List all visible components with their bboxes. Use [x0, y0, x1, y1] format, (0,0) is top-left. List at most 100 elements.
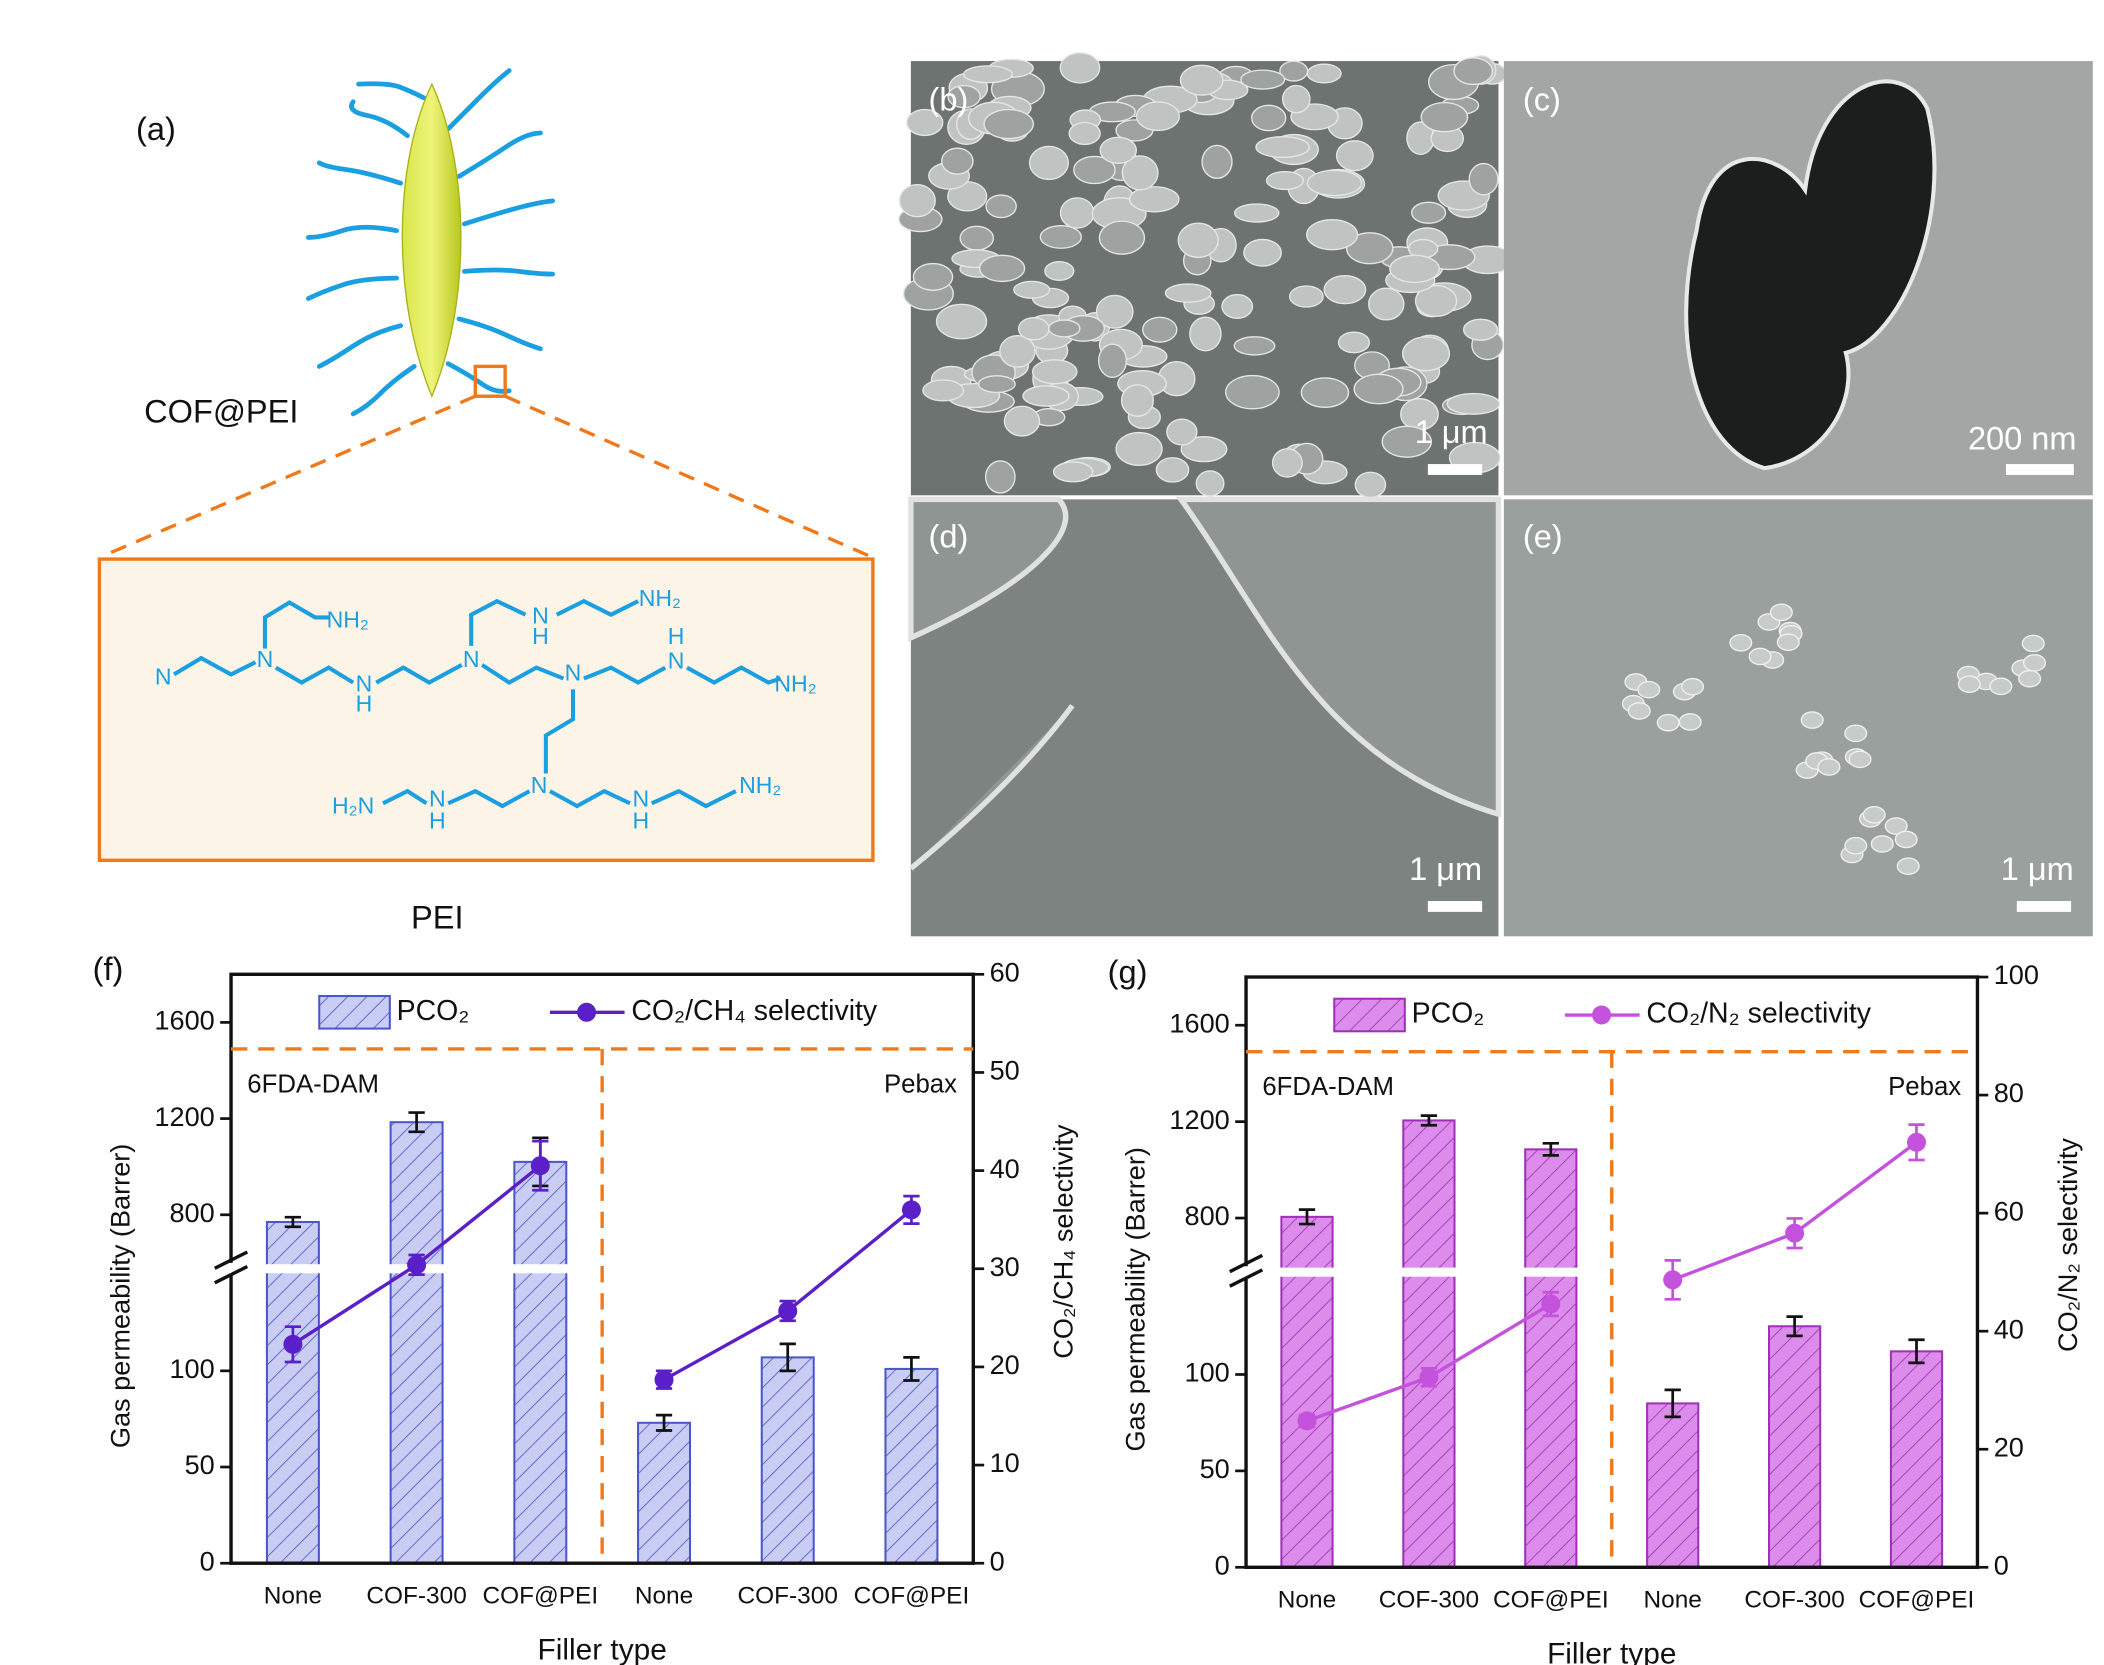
bar — [760, 1356, 815, 1565]
atom-label: H — [356, 691, 373, 717]
marker — [1785, 1223, 1805, 1243]
y2-tick-label: 60 — [990, 956, 1020, 987]
x-tick-label: None — [264, 1583, 322, 1610]
y-tick-label: 800 — [1184, 1200, 1229, 1231]
chart: (g) 0 50 100 800 1200 1600 0 20 40 60 80 100 Gas perm… — [1108, 954, 2083, 1665]
marker — [1297, 1411, 1317, 1431]
x-tick-label: COF@PEI — [854, 1583, 970, 1610]
cof-particle — [401, 82, 462, 399]
atom-label: H — [429, 807, 446, 833]
pei-chains — [306, 68, 556, 417]
x-tick-label: COF-300 — [1379, 1587, 1479, 1614]
atom-label: NH₂ — [639, 585, 681, 611]
x-tick-label: COF@PEI — [1493, 1587, 1609, 1614]
zoom-box — [473, 364, 507, 398]
group-label: Pebax — [884, 1070, 957, 1098]
break-mark — [213, 1264, 249, 1285]
x-tick-label: None — [1278, 1587, 1336, 1614]
bar — [884, 1367, 939, 1565]
y2-tick-label: 30 — [990, 1251, 1020, 1282]
atom-label: NH₂ — [327, 607, 369, 633]
bar — [513, 1160, 568, 1565]
micrographs: (b) (c) (d) (e) 1 μm 200 nm 1 μm 1 μm — [898, 52, 2093, 937]
marker — [654, 1370, 674, 1390]
error-bar — [1542, 1141, 1559, 1157]
panel-label: (d) — [929, 518, 969, 554]
marker — [778, 1301, 798, 1321]
y2-axis-label: CO₂/CH₄ selectivity — [1048, 1124, 1079, 1359]
y-tick-label: 100 — [1184, 1357, 1229, 1388]
group-label: Pebax — [1888, 1073, 1961, 1101]
break-mark — [1229, 1253, 1264, 1274]
bar — [1524, 1148, 1578, 1569]
particles — [1621, 603, 2047, 875]
error-bar — [1664, 1388, 1681, 1419]
y2-tick-label: 100 — [1994, 959, 2039, 990]
fracture — [908, 496, 1502, 871]
atom-label: N — [463, 646, 480, 672]
marker — [1663, 1270, 1683, 1290]
axis-break — [1229, 1266, 1263, 1279]
sem-image — [1503, 499, 2093, 937]
x-tick-label: COF-300 — [738, 1583, 838, 1610]
particle-label: COF@PEI — [144, 393, 298, 429]
bar — [637, 1421, 692, 1565]
x-tick-label: COF-300 — [366, 1583, 466, 1610]
y-tick-label: 1600 — [154, 1005, 214, 1036]
marker — [901, 1200, 921, 1220]
atom-label: NH₂ — [739, 772, 781, 798]
bonds — [172, 598, 782, 809]
structure-box — [97, 557, 875, 863]
error-bar — [1298, 1208, 1316, 1226]
atom-label: NH₂ — [774, 670, 816, 696]
atom-label: N — [429, 786, 446, 812]
y-tick-label: 1600 — [1169, 1007, 1229, 1038]
y2-tick-label: 80 — [1994, 1077, 2024, 1108]
x-tick-label: COF-300 — [1744, 1587, 1844, 1614]
axis-break — [214, 1262, 248, 1275]
marker — [530, 1156, 550, 1176]
marker — [1541, 1294, 1561, 1314]
y2-tick-label: 20 — [990, 1349, 1020, 1380]
y-tick-label: 100 — [169, 1353, 214, 1384]
atom-label: N — [155, 664, 172, 690]
atom-label: N — [633, 786, 650, 812]
y-tick-label: 1200 — [154, 1101, 214, 1132]
atom-label: N — [565, 660, 582, 686]
scale-bar-label: 200 nm — [1968, 421, 2077, 457]
x-tick-label: COF@PEI — [482, 1583, 598, 1610]
legend-label: PCO₂ — [397, 995, 470, 1027]
y-tick-label: 50 — [1200, 1453, 1230, 1484]
atom-label: H — [532, 623, 549, 649]
y2-tick-label: 20 — [1994, 1431, 2024, 1462]
x-axis-label: Filler type — [537, 1633, 666, 1665]
legend-swatch — [577, 1002, 597, 1022]
panel-label: (c) — [1523, 81, 1561, 117]
scale-bar-label: 1 μm — [1409, 851, 1482, 887]
error-bar — [1786, 1315, 1803, 1338]
error-bar — [1420, 1114, 1438, 1127]
scale-bar — [2016, 901, 2072, 912]
atom-label: H — [668, 623, 685, 649]
error-bar — [408, 1111, 425, 1134]
y-tick-label: 50 — [185, 1449, 215, 1480]
error-bar — [1908, 1338, 1925, 1365]
line — [1672, 1140, 1918, 1282]
y-tick-label: 800 — [169, 1197, 214, 1228]
legend-swatch — [1333, 997, 1406, 1033]
break-mark — [1229, 1268, 1264, 1288]
scale-bar — [2005, 464, 2074, 475]
marker — [283, 1334, 303, 1354]
scale-bar — [1427, 901, 1483, 912]
panel-label: (f) — [93, 951, 124, 987]
y-axis-label: Gas permeability (Barrer) — [105, 1144, 136, 1448]
atom-label: H — [633, 807, 650, 833]
y2-tick-label: 10 — [990, 1447, 1020, 1478]
y2-tick-label: 40 — [1994, 1313, 2024, 1344]
particles — [898, 52, 1514, 499]
x-tick-label: None — [1644, 1587, 1702, 1614]
y-tick-label: 0 — [200, 1545, 215, 1576]
